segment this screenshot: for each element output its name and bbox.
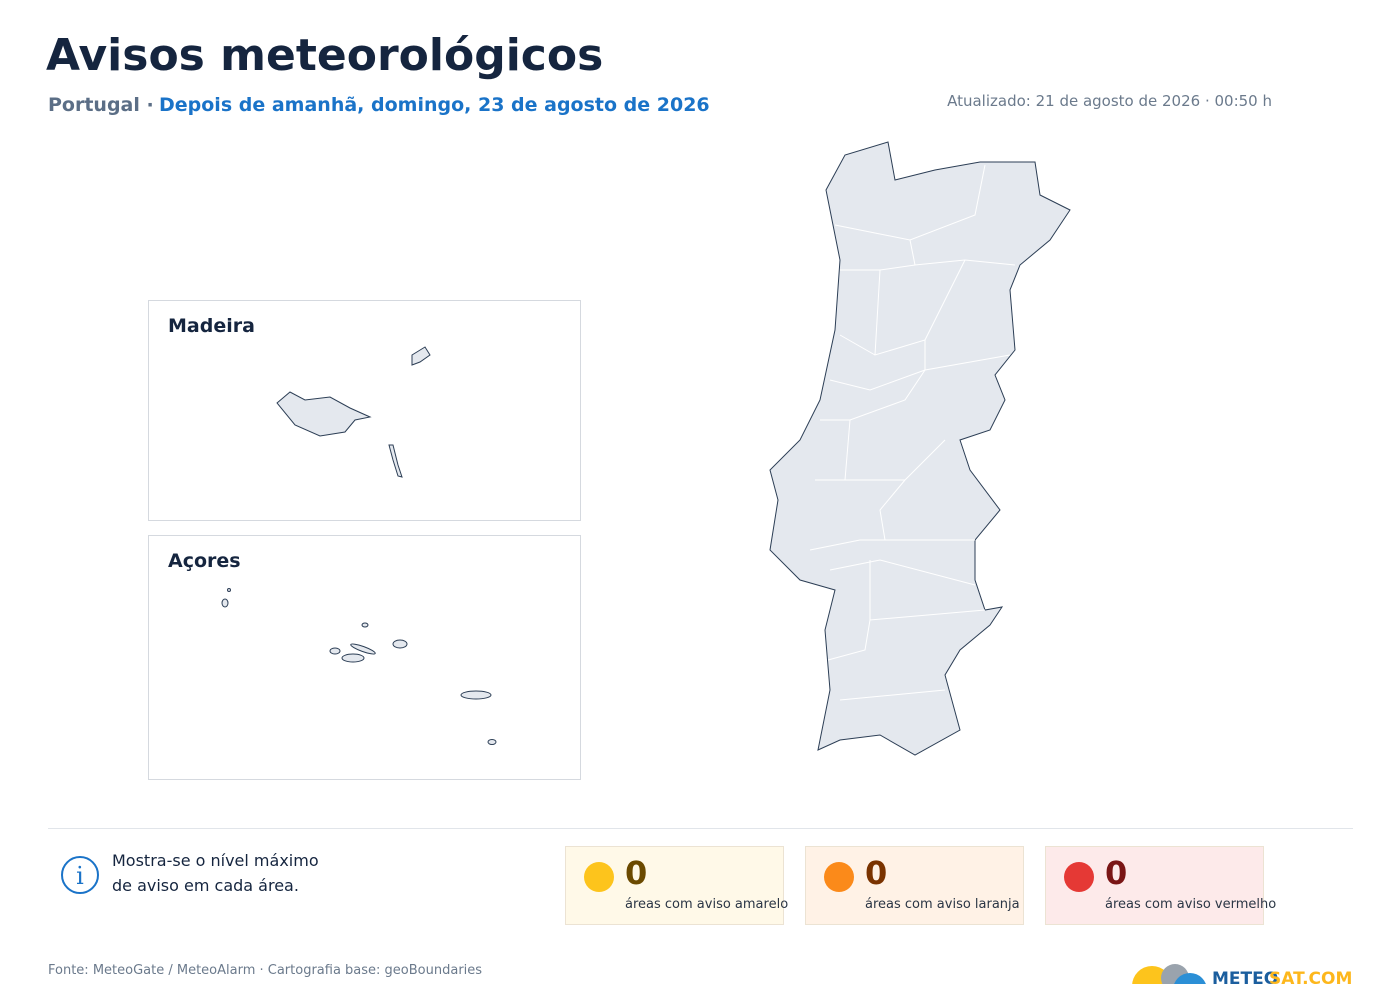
title: Avisos meteorológicos xyxy=(46,30,603,81)
updated: Atualizado: 21 de agosto de 2026 · 00:50… xyxy=(947,92,1272,110)
level-dot xyxy=(824,862,854,892)
mainland-map xyxy=(769,141,1071,756)
logo: METEO SAT.COM xyxy=(1125,964,1352,1000)
count-label: áreas com aviso vermelho xyxy=(1105,897,1276,912)
count: 0 xyxy=(865,854,887,892)
madeira-inset xyxy=(148,300,581,521)
porto-santo-island xyxy=(411,346,431,366)
date: Depois de amanhã, domingo, 23 de agosto … xyxy=(159,94,710,116)
info-icon xyxy=(61,856,99,894)
logo-text: METEO xyxy=(1212,969,1278,989)
azores-inset xyxy=(148,535,581,780)
summary: 0 áreas com aviso amarelo 0 áreas com aviso… xyxy=(565,846,1276,925)
count: 0 xyxy=(1105,854,1127,892)
district-borders xyxy=(809,164,1016,701)
count-label: áreas com aviso amarelo xyxy=(625,897,788,912)
source: Fonte: MeteoGate / MeteoAlarm · Cartogra… xyxy=(48,963,482,978)
inset-label: Madeira xyxy=(168,315,255,337)
count-label: áreas com aviso laranja xyxy=(865,897,1020,912)
logo-text: SAT.COM xyxy=(1269,969,1352,989)
level-dot xyxy=(584,862,614,892)
inset-label: Açores xyxy=(168,550,241,572)
madeira-island xyxy=(276,391,372,437)
desertas-island xyxy=(388,444,403,478)
info-text: Mostra-se o nível máximo xyxy=(112,851,319,870)
azores-islands xyxy=(221,588,497,745)
count: 0 xyxy=(625,854,647,892)
level-dot xyxy=(1064,862,1094,892)
region: Portugal · xyxy=(48,94,154,116)
info-text: de aviso em cada área. xyxy=(112,876,299,895)
info-icon-glyph: i xyxy=(76,862,84,890)
